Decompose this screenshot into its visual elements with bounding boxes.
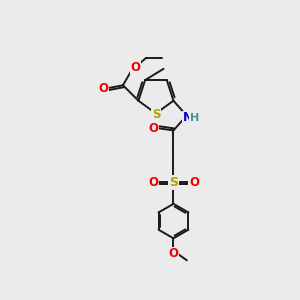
Text: O: O [148,176,158,189]
Text: N: N [183,111,193,124]
Text: S: S [152,107,160,121]
Text: O: O [131,61,141,74]
Text: O: O [98,82,108,95]
Text: O: O [169,247,178,260]
Text: H: H [190,113,199,123]
Text: O: O [189,176,199,189]
Text: S: S [169,176,178,189]
Text: O: O [148,122,158,135]
